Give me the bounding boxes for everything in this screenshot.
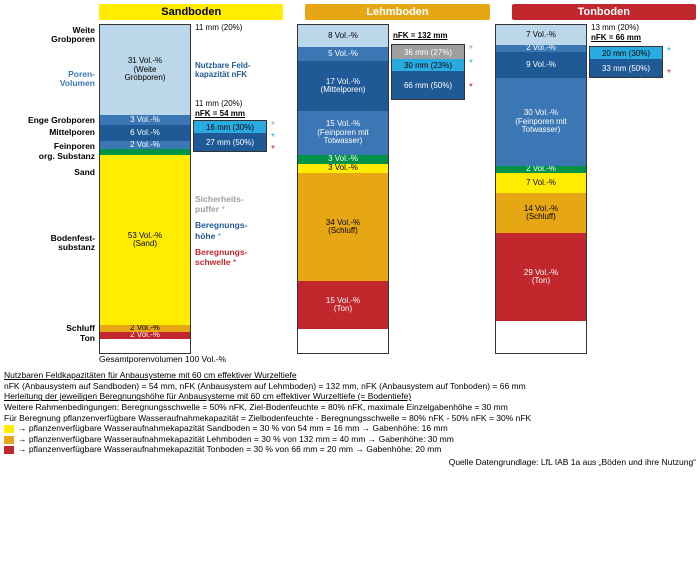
segment: 9 Vol.-%	[496, 52, 586, 78]
stack-ton: 7 Vol.-%2 Vol.-%9 Vol.-%30 Vol.-% (Feinp…	[495, 24, 587, 354]
lbl-sand: Sand	[74, 168, 95, 177]
segment: 6 Vol.-%	[100, 125, 190, 141]
nfk-stack-sand: 16 mm (30%)27 mm (50%)	[193, 120, 267, 152]
header-ton: Tonboden	[512, 4, 696, 20]
sand-group: 31 Vol.-% (Weite Grobporen)3 Vol.-%6 Vol…	[99, 24, 297, 354]
header-row: Sandboden Lehmboden Tonboden	[99, 4, 696, 20]
segment: 29 Vol.-% (Ton)	[496, 233, 586, 321]
note-l5: Für Beregnung pflanzenverfügbare Wassera…	[4, 413, 696, 424]
nfk-segment: 30 mm (23%)	[392, 59, 464, 71]
nfk-segment: 66 mm (50%)	[392, 71, 464, 99]
segment: 3 Vol.-%	[298, 155, 388, 164]
nfk-stack-lehm: 36 mm (27%)30 mm (23%)66 mm (50%)	[391, 44, 465, 100]
lbl-feinporen: Feinporen	[54, 142, 95, 151]
segment: 34 Vol.-% (Schluff)	[298, 173, 388, 281]
note-l3: Herleitung der jeweiligen Beregnungshöhe…	[4, 391, 696, 402]
lbl-org-substanz: org. Substanz	[39, 152, 95, 161]
sand-nfk-top: 11 mm (20%)	[195, 100, 242, 109]
segment: 2 Vol.-%	[100, 332, 190, 339]
lbl-schluff: Schluff	[66, 324, 95, 333]
ton-top-call: 13 mm (20%)	[591, 24, 639, 33]
segment: 3 Vol.-%	[298, 164, 388, 173]
lbl-ton: Ton	[80, 334, 95, 343]
sand-callouts: 11 mm (20%) Nutzbare Feld- kapazität nFK…	[193, 24, 293, 354]
nfk-segment: 16 mm (30%)	[194, 121, 266, 133]
note-l4: Weitere Rahmenbedingungen: Beregnungssch…	[4, 402, 696, 413]
segment: 30 Vol.-% (Feinporen mit Totwasser)	[496, 78, 586, 166]
segment: 2 Vol.-%	[100, 141, 190, 149]
segment: 15 Vol.-% (Feinporen mit Totwasser)	[298, 111, 388, 155]
segment: 14 Vol.-% (Schluff)	[496, 193, 586, 233]
stack-lehm: 8 Vol.-%5 Vol.-%17 Vol.-% (Mittelporen)1…	[297, 24, 389, 354]
ton-group: 7 Vol.-%2 Vol.-%9 Vol.-%30 Vol.-% (Feinp…	[495, 24, 693, 354]
lehm-nfk-line: nFK = 132 mm	[393, 32, 447, 41]
segment: 17 Vol.-% (Mittelporen)	[298, 61, 388, 111]
segment: 5 Vol.-%	[298, 47, 388, 61]
segment: 8 Vol.-%	[298, 25, 388, 47]
note-l8: → pflanzenverfügbare Wasseraufnahmekapaz…	[4, 444, 696, 455]
header-sand: Sandboden	[99, 4, 283, 20]
lehm-callouts: nFK = 132 mm 36 mm (27%)30 mm (23%)66 mm…	[391, 24, 491, 354]
note-l2: nFK (Anbausystem auf Sandboden) = 54 mm,…	[4, 381, 696, 392]
left-labels: Weite Grobporen Poren- Volumen Enge Grob…	[4, 24, 99, 354]
segment: 53 Vol.-% (Sand)	[100, 155, 190, 325]
notes: Nutzbaren Feldkapazitäten für Anbausyste…	[4, 370, 696, 455]
segment: 2 Vol.-%	[100, 325, 190, 332]
header-lehm: Lehmboden	[305, 4, 489, 20]
segment: 31 Vol.-% (Weite Grobporen)	[100, 25, 190, 115]
lbl-bodenfest: Bodenfest- substanz	[51, 234, 95, 253]
segment: 2 Vol.-%	[496, 166, 586, 173]
segment: 2 Vol.-%	[496, 45, 586, 52]
stack-sand: 31 Vol.-% (Weite Grobporen)3 Vol.-%6 Vol…	[99, 24, 191, 354]
note-l1: Nutzbaren Feldkapazitäten für Anbausyste…	[4, 370, 696, 381]
nfk-stack-ton: 20 mm (30%)33 mm (50%)	[589, 46, 663, 78]
nfk-segment: 33 mm (50%)	[590, 59, 662, 77]
nfk-segment: 27 mm (50%)	[194, 133, 266, 151]
legend-mid: Sicherheits- puffer * Beregnungs- höhe *…	[195, 194, 247, 267]
ton-callouts: 13 mm (20%) nFK = 66 mm 20 mm (30%)33 mm…	[589, 24, 689, 354]
lbl-enge-grobporen: Enge Grobporen	[28, 116, 95, 125]
note-l7: → pflanzenverfügbare Wasseraufnahmekapaz…	[4, 434, 696, 445]
lehm-group: 8 Vol.-%5 Vol.-%17 Vol.-% (Mittelporen)1…	[297, 24, 495, 354]
source: Quelle Datengrundlage: LfL IAB 1a aus „B…	[4, 457, 696, 467]
lbl-mittelporen: Mittelporen	[49, 128, 95, 137]
sand-nfk-line: nFK = 54 mm	[195, 110, 245, 119]
note-l6: → pflanzenverfügbare Wasseraufnahmekapaz…	[4, 423, 696, 434]
charts-row: Weite Grobporen Poren- Volumen Enge Grob…	[4, 24, 696, 354]
ton-nfk-line: nFK = 66 mm	[591, 34, 641, 43]
segment: 15 Vol.-% (Ton)	[298, 281, 388, 329]
nfk-segment: 36 mm (27%)	[392, 45, 464, 59]
nfk-title: Nutzbare Feld- kapazität nFK	[195, 62, 251, 80]
segment: 3 Vol.-%	[100, 115, 190, 125]
segment: 7 Vol.-%	[496, 173, 586, 193]
lbl-poren-volumen: Poren- Volumen	[60, 70, 95, 89]
segment: 7 Vol.-%	[496, 25, 586, 45]
gp-total: Gesamtporenvolumen 100 Vol.-%	[99, 354, 696, 364]
lbl-weite-grobporen: Weite Grobporen	[51, 26, 95, 45]
sand-top-call: 11 mm (20%)	[195, 24, 242, 33]
nfk-segment: 20 mm (30%)	[590, 47, 662, 59]
